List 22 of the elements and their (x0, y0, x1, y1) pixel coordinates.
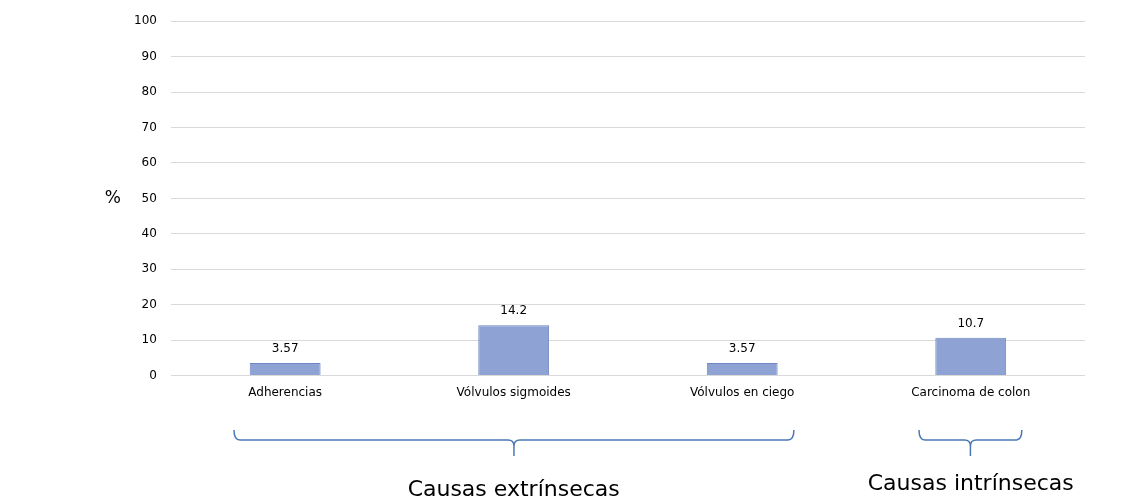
y-tick-label: 60 (141, 155, 157, 170)
y-tick-label: 20 (141, 296, 157, 311)
y-tick-label: 50 (141, 190, 157, 205)
x-tick-label: Adherencias (248, 384, 323, 399)
y-tick-label: 100 (134, 13, 157, 28)
x-tick-label: Vólvulos sigmoides (456, 384, 571, 399)
y-tick-label: 40 (141, 225, 157, 240)
y-tick-label: 70 (141, 119, 157, 134)
y-tick-label: 0 (149, 367, 157, 382)
data-label: 14.2 (500, 303, 528, 318)
text: Causas extrínsecas (407, 476, 620, 500)
y-axis-title: % (104, 186, 121, 207)
data-label: 3.57 (271, 341, 299, 356)
text: Causas intrínsecas (867, 470, 1074, 495)
x-tick-label: Vólvulos en ciego (689, 384, 795, 399)
data-label: 3.57 (728, 341, 756, 356)
data-label: 10.7 (957, 315, 985, 330)
y-tick-label: 10 (141, 332, 157, 347)
y-tick-label: 80 (141, 84, 157, 99)
y-tick-label: 90 (141, 48, 157, 63)
x-tick-label: Carcinoma de colon (911, 384, 1031, 399)
y-tick-label: 30 (141, 261, 157, 276)
